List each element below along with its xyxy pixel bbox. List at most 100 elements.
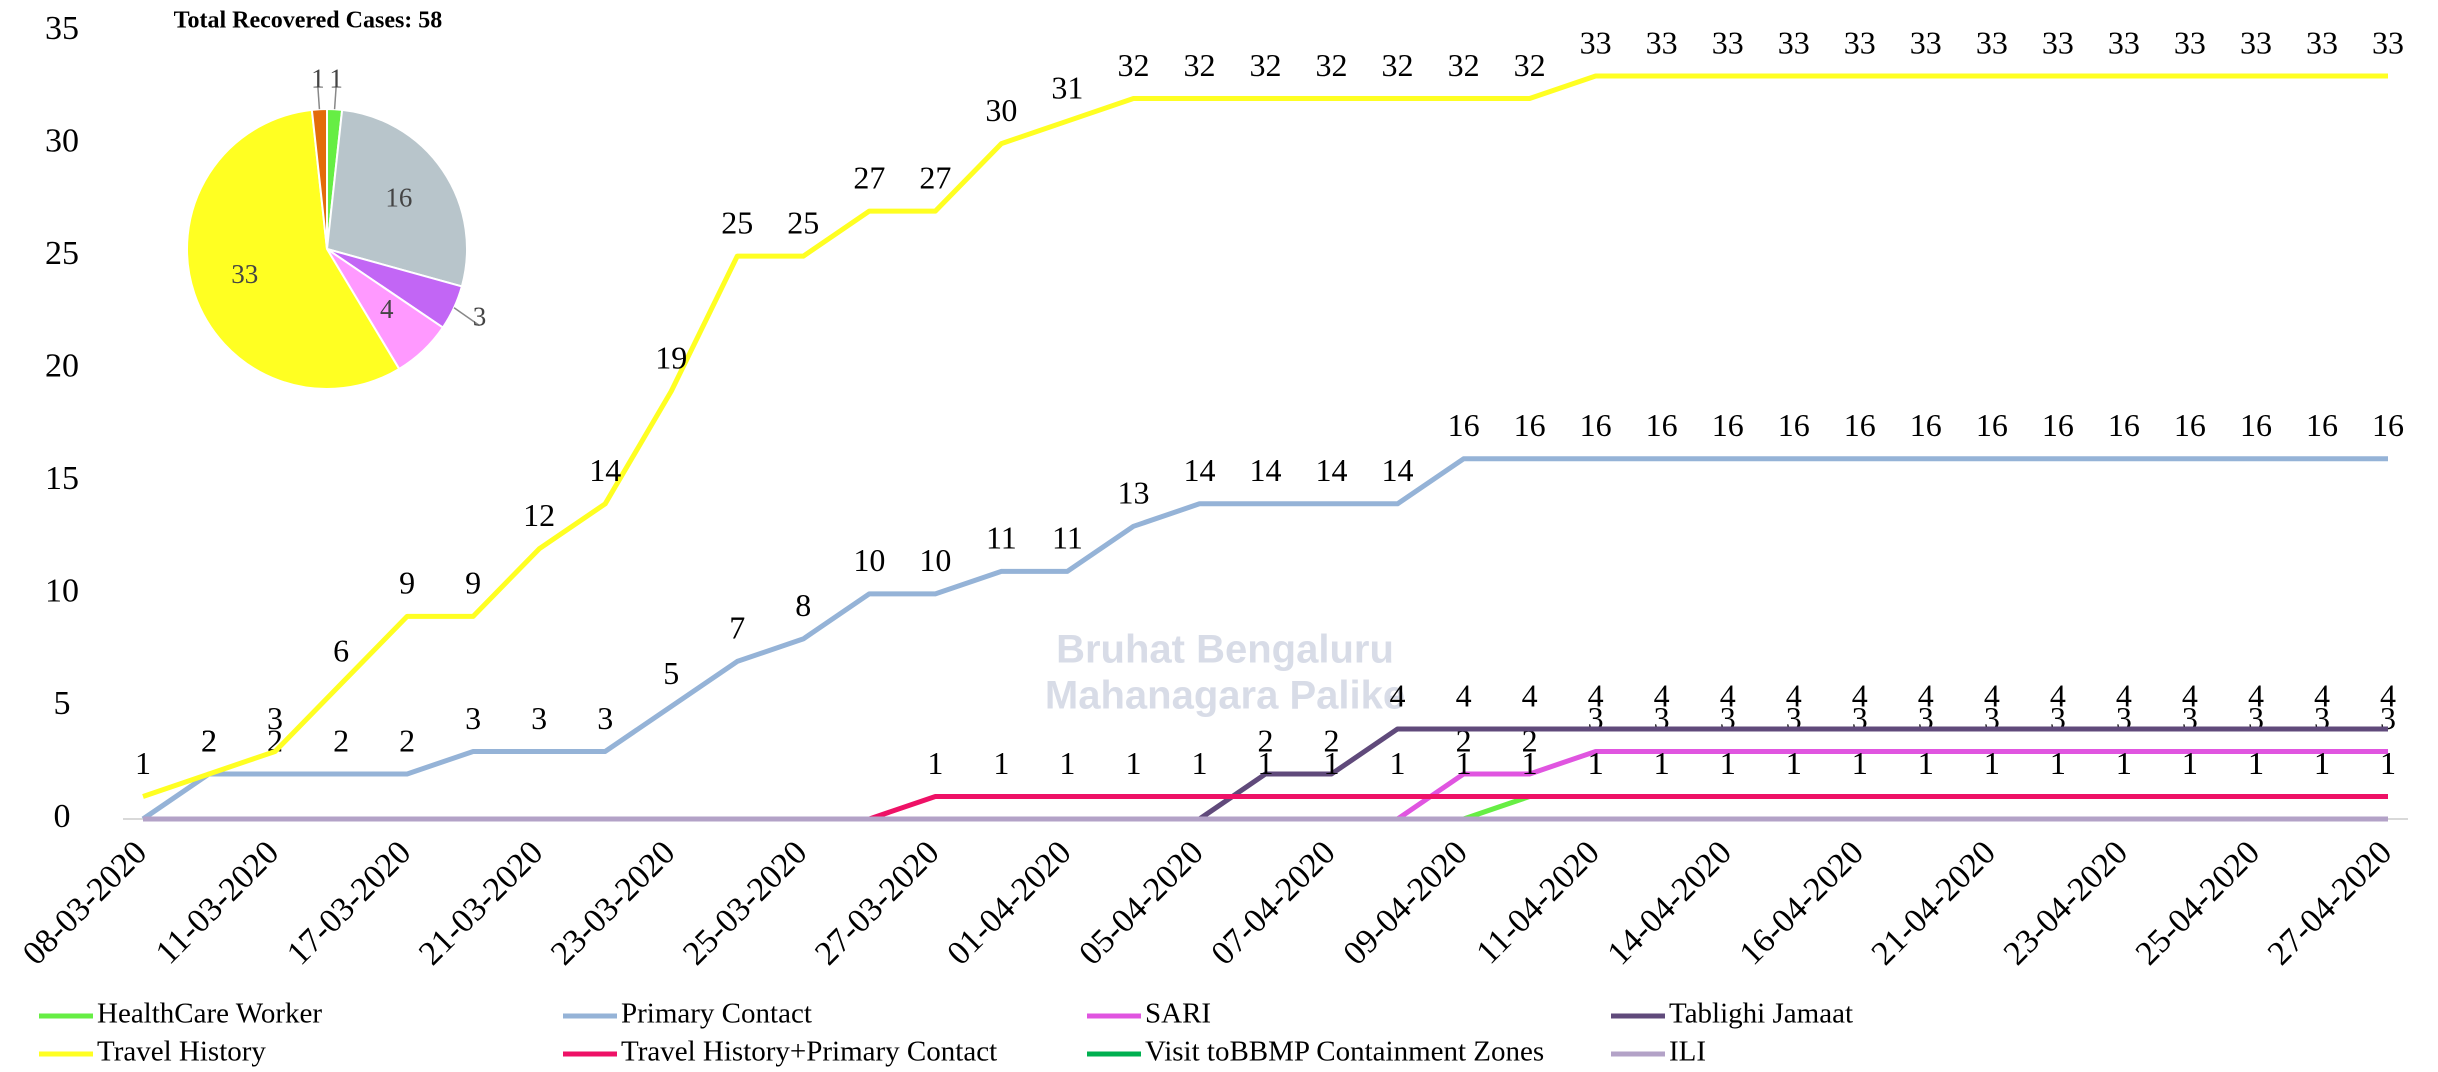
data-label: 32 (1250, 47, 1282, 83)
y-tick-label: 0 (54, 798, 71, 835)
pie-label: 33 (231, 259, 258, 289)
data-label: 25 (787, 204, 819, 240)
data-label: 1 (1522, 745, 1538, 781)
data-label: 2 (201, 722, 217, 758)
data-label: 33 (1778, 24, 1810, 60)
data-label: 1 (1654, 745, 1670, 781)
data-label: 31 (1051, 69, 1083, 105)
x-tick-label: 01-04-2020 (940, 834, 1078, 972)
data-label: 4 (2050, 677, 2066, 713)
x-tick-label: 21-04-2020 (1865, 834, 2003, 972)
x-tick-label: 07-04-2020 (1204, 834, 1342, 972)
data-label: 14 (589, 452, 621, 488)
data-label: 33 (2174, 24, 2206, 60)
data-label: 33 (1910, 24, 1942, 60)
data-label: 4 (2182, 677, 2198, 713)
y-tick-label: 5 (54, 685, 71, 722)
x-tick-label: 21-03-2020 (412, 834, 550, 972)
data-label: 1 (2248, 745, 2264, 781)
data-label: 19 (655, 340, 687, 376)
data-label: 33 (1844, 24, 1876, 60)
data-label: 1 (1390, 745, 1406, 781)
data-label: 16 (1976, 407, 2008, 443)
data-label: 27 (853, 159, 885, 195)
data-label: 16 (2042, 407, 2074, 443)
data-label: 3 (597, 700, 613, 736)
data-label: 1 (135, 745, 151, 781)
data-label: 2 (1324, 722, 1340, 758)
data-label: 32 (1316, 47, 1348, 83)
data-label: 4 (1456, 677, 1472, 713)
data-label: 3 (531, 700, 547, 736)
data-label: 25 (721, 204, 753, 240)
data-label: 30 (985, 92, 1017, 128)
series-line (1396, 748, 2388, 822)
data-label: 4 (1918, 677, 1934, 713)
data-label: 1 (1984, 745, 2000, 781)
data-label: 16 (1646, 407, 1678, 443)
data-label: 10 (919, 542, 951, 578)
legend-label: Travel History (97, 1036, 266, 1068)
watermark: Bruhat Bengaluru (1056, 628, 1394, 672)
data-label: 12 (523, 497, 555, 533)
y-tick-label: 15 (45, 460, 79, 497)
data-label: 11 (986, 520, 1017, 556)
data-label: 1 (1125, 745, 1141, 781)
data-label: 9 (399, 565, 415, 601)
data-label: 6 (333, 632, 349, 668)
data-label: 32 (1448, 47, 1480, 83)
y-tick-label: 25 (45, 235, 79, 272)
y-tick-label: 35 (45, 10, 79, 47)
x-tick-label: 16-04-2020 (1733, 834, 1871, 972)
series-line (868, 793, 2388, 822)
x-tick-label: 25-04-2020 (2129, 834, 2267, 972)
legend-label: ILI (1669, 1036, 1706, 1068)
data-label: 16 (1712, 407, 1744, 443)
leader-line (317, 87, 321, 110)
data-label: 5 (663, 655, 679, 691)
data-label: 1 (2314, 745, 2330, 781)
data-label: 4 (1588, 677, 1604, 713)
data-label: 13 (1117, 475, 1149, 511)
x-tick-label: 08-03-2020 (16, 834, 154, 972)
x-tick-label: 11-04-2020 (1469, 834, 1606, 971)
data-label: 10 (853, 542, 885, 578)
series-line (1198, 726, 2388, 822)
pie-slice (310, 107, 328, 250)
data-label: 11 (1052, 520, 1083, 556)
data-label: 3 (465, 700, 481, 736)
data-label: 14 (1250, 452, 1282, 488)
data-label: 4 (2380, 677, 2396, 713)
data-label: 32 (1382, 47, 1414, 83)
data-label: 16 (2306, 407, 2338, 443)
data-label: 16 (1778, 407, 1810, 443)
data-label: 16 (1448, 407, 1480, 443)
leader-line (453, 307, 480, 327)
data-label: 1 (1456, 745, 1472, 781)
data-label: 2 (399, 722, 415, 758)
data-label: 33 (1712, 24, 1744, 60)
pie-label: 3 (473, 302, 487, 332)
data-label: 32 (1117, 47, 1149, 83)
data-label: 1 (1720, 745, 1736, 781)
data-label: 2 (333, 722, 349, 758)
data-label: 4 (1786, 677, 1802, 713)
data-label: 16 (2240, 407, 2272, 443)
data-label: 3 (267, 700, 283, 736)
legend-label: SARI (1145, 998, 1211, 1030)
x-tick-label: 23-03-2020 (544, 834, 682, 972)
data-label: 32 (1183, 47, 1215, 83)
series-line (1462, 793, 2388, 822)
data-label: 1 (2182, 745, 2198, 781)
leader-line (333, 87, 337, 110)
data-label: 16 (1844, 407, 1876, 443)
legend-label: Tablighi Jamaat (1669, 998, 1853, 1030)
data-label: 33 (2240, 24, 2272, 60)
x-tick-label: 09-04-2020 (1336, 834, 1474, 972)
legend-label: HealthCare Worker (97, 998, 322, 1030)
data-label: 9 (465, 565, 481, 601)
legend-label: Travel History+Primary Contact (621, 1036, 997, 1068)
data-label: 1 (1786, 745, 1802, 781)
data-label: 7 (729, 610, 745, 646)
data-label: 16 (2174, 407, 2206, 443)
